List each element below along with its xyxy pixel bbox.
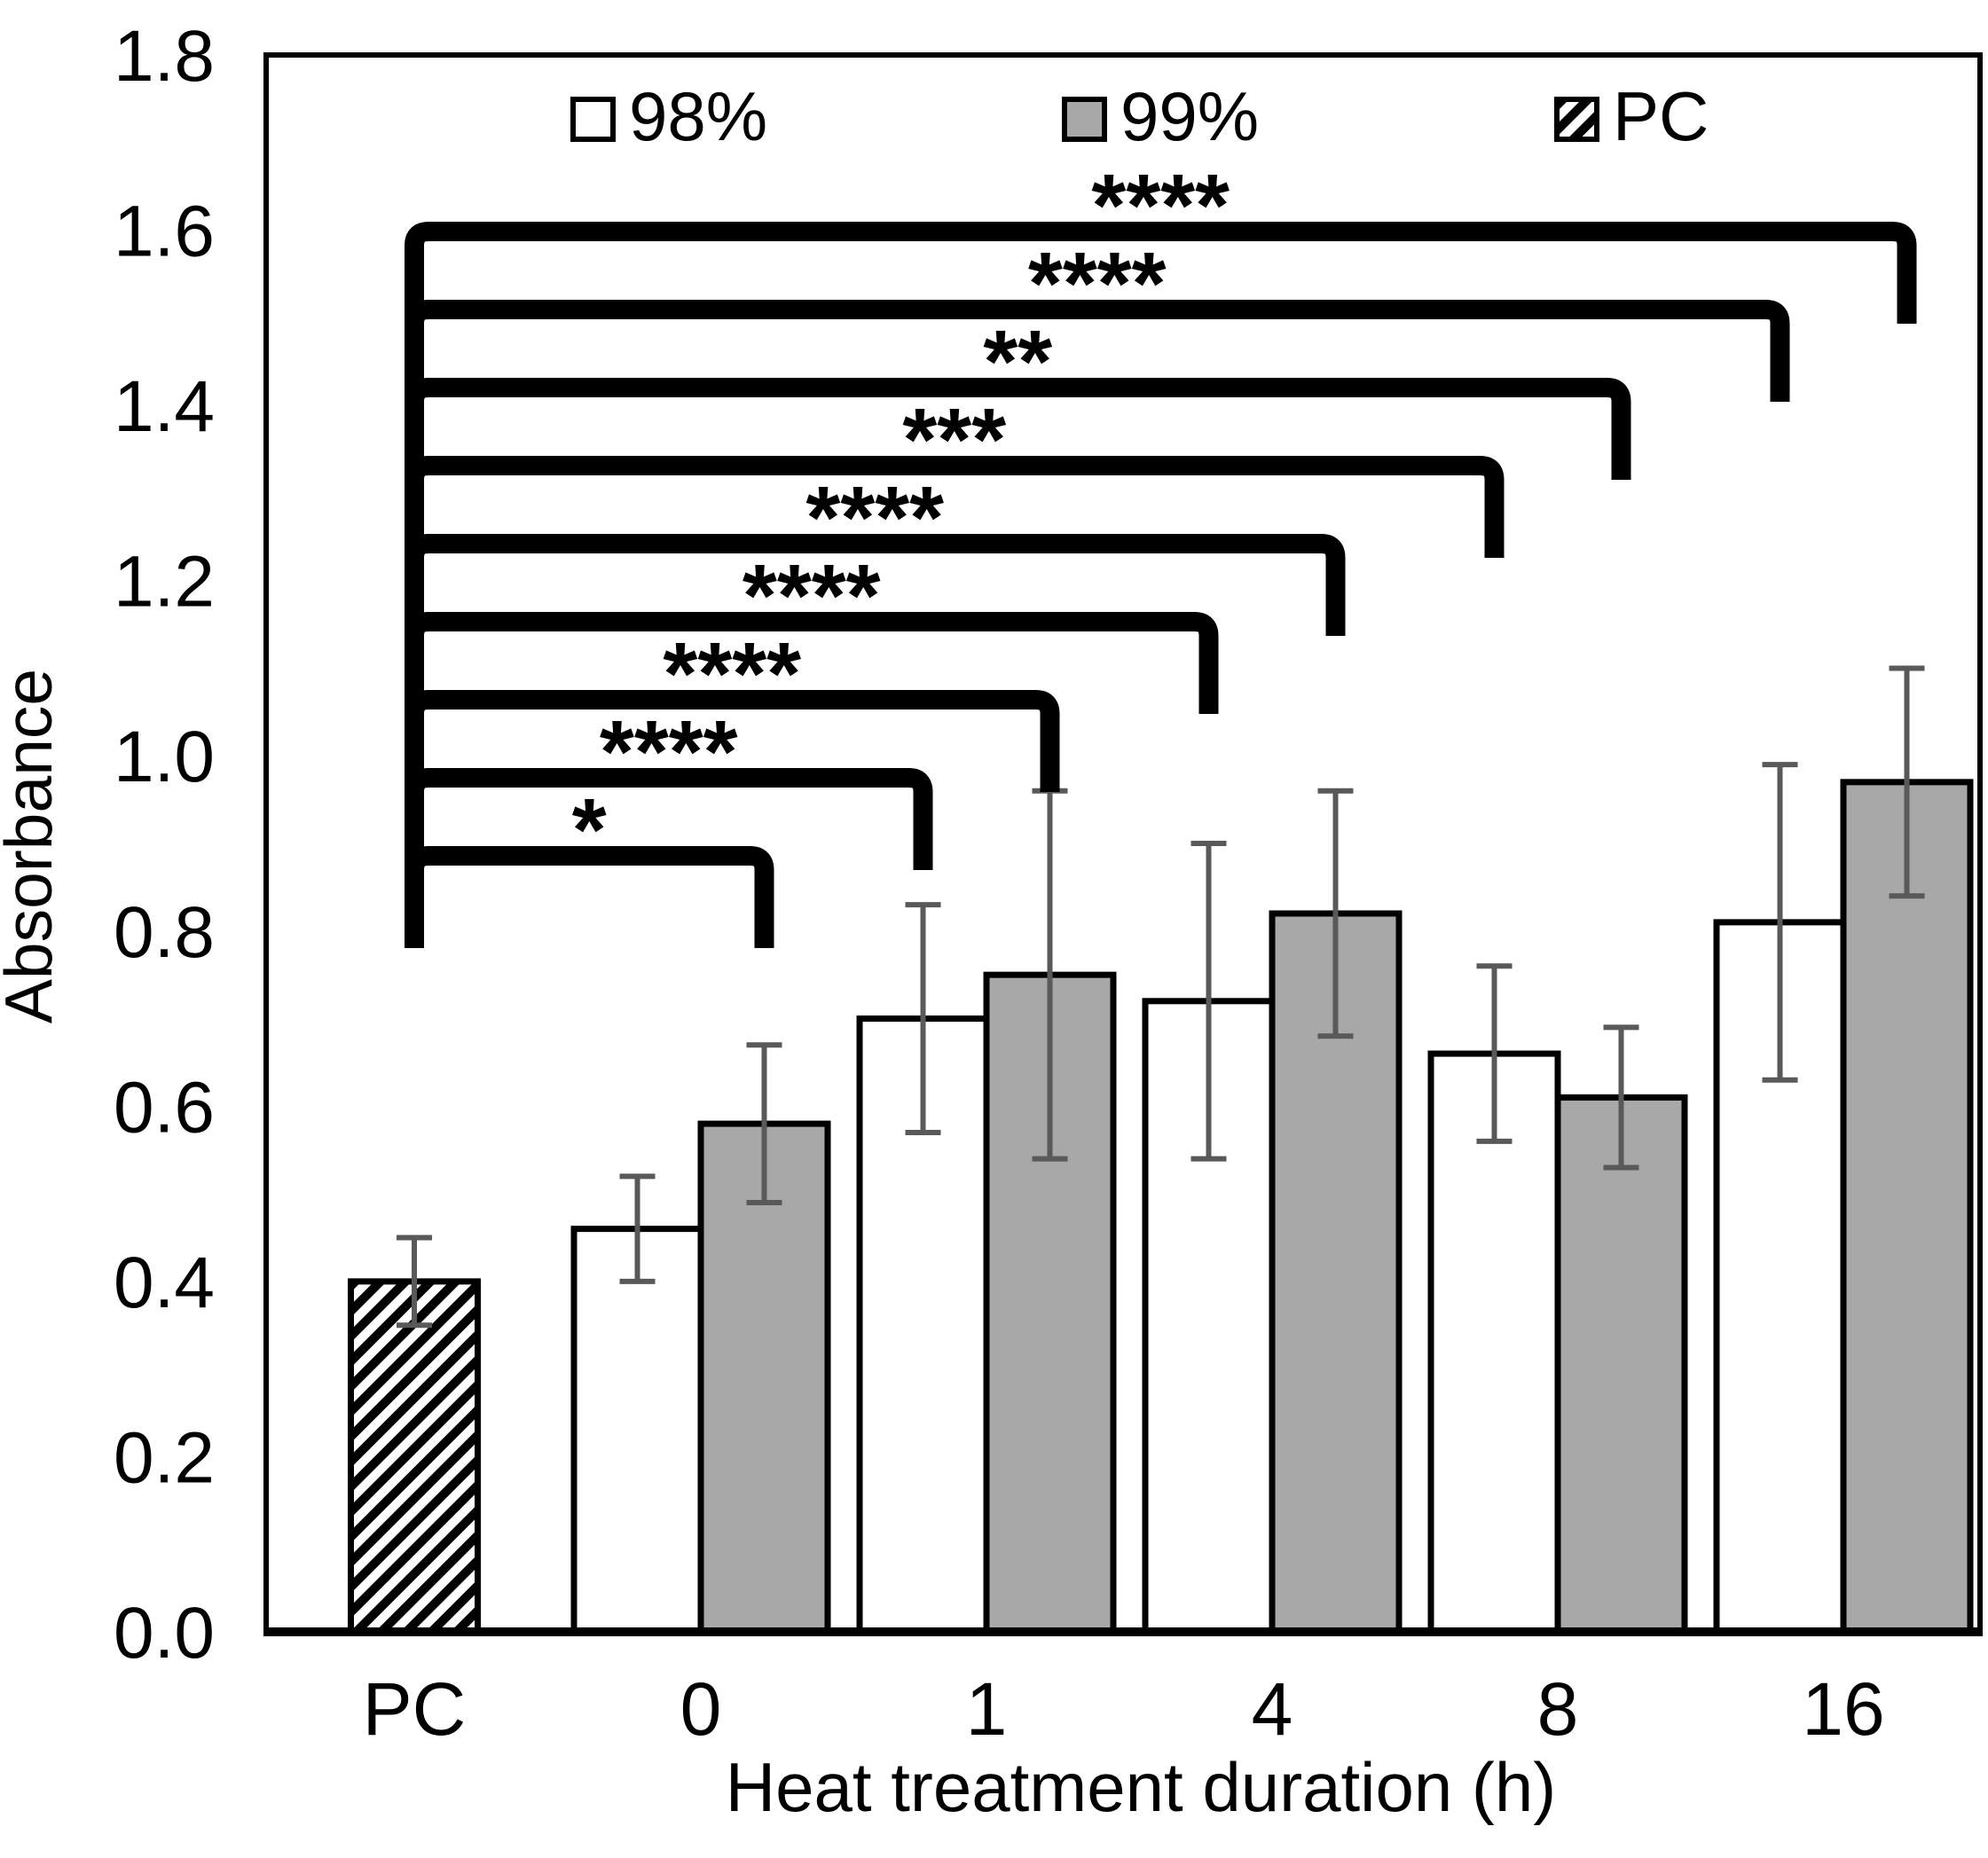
legend-swatch-PC — [1554, 97, 1599, 142]
error-bar-8-98pct — [1476, 963, 1513, 1144]
legend-swatch-99pct — [1062, 97, 1107, 142]
y-tick-label-1.2: 1.2 — [114, 542, 215, 623]
bar-PC-PC — [348, 1278, 481, 1635]
sig-bracket-PC-16-98pct — [405, 300, 1790, 402]
sig-bracket-PC-1-99pct — [405, 690, 1060, 792]
sig-stars-PC-4-98pct: **** — [743, 546, 881, 646]
sig-stars-PC-8-99pct: ** — [983, 312, 1052, 412]
sig-stars-PC-1-98pct: **** — [600, 702, 738, 802]
x-tick-label-4: 4 — [1252, 1667, 1293, 1751]
error-bar-PC-PC — [397, 1235, 432, 1329]
legend-label-98pct: 98% — [629, 77, 767, 155]
y-tick-label-0.8: 0.8 — [114, 892, 215, 973]
bar-16-99pct — [1840, 779, 1974, 1635]
sig-stars-PC-16-99pct: **** — [1091, 156, 1230, 255]
error-bar-4-99pct — [1317, 788, 1354, 1039]
x-tick-label-16: 16 — [1802, 1667, 1884, 1751]
sig-stars-PC-8-98pct: *** — [902, 390, 1006, 490]
bar-0-98pct — [570, 1226, 704, 1635]
sig-bracket-PC-4-99pct — [405, 534, 1346, 636]
y-tick-label-0.4: 0.4 — [114, 1243, 215, 1323]
error-bar-0-98pct — [619, 1173, 656, 1284]
sig-bracket-PC-4-98pct — [405, 612, 1219, 714]
x-tick-label-1: 1 — [966, 1667, 1008, 1751]
x-tick-label-0: 0 — [680, 1667, 722, 1751]
y-tick-label-1.8: 1.8 — [114, 16, 215, 97]
sig-bracket-PC-16-99pct — [405, 222, 1917, 324]
error-bar-4-98pct — [1190, 841, 1227, 1162]
sig-stars-PC-16-98pct: **** — [1028, 234, 1167, 333]
y-tick-label-0.2: 0.2 — [114, 1417, 215, 1498]
y-tick-label-1.0: 1.0 — [114, 717, 215, 797]
x-tick-label-8: 8 — [1537, 1667, 1579, 1751]
y-tick-label-1.4: 1.4 — [114, 366, 215, 447]
error-bar-16-98pct — [1762, 762, 1798, 1083]
error-bar-8-99pct — [1603, 1024, 1639, 1171]
x-axis-title: Heat treatment duration (h) — [726, 1748, 1556, 1826]
sig-bracket-PC-8-99pct — [405, 378, 1631, 480]
sig-stars-PC-4-99pct: **** — [805, 468, 944, 568]
error-bar-16-99pct — [1889, 665, 1925, 899]
sig-bracket-PC-0-99pct — [405, 846, 774, 948]
sig-stars-PC-1-99pct: **** — [663, 624, 801, 724]
y-tick-label-0.0: 0.0 — [114, 1593, 215, 1674]
bar-8-98pct — [1427, 1050, 1561, 1635]
y-tick-label-1.6: 1.6 — [114, 192, 215, 272]
sig-bracket-PC-8-98pct — [405, 456, 1505, 558]
legend-label-99pct: 99% — [1120, 77, 1259, 155]
sig-bracket-PC-1-98pct — [405, 768, 933, 870]
error-bar-0-99pct — [746, 1042, 782, 1205]
sig-stars-PC-0-99pct: * — [572, 780, 607, 880]
y-tick-label-0.6: 0.6 — [114, 1067, 215, 1148]
y-axis-title: Absorbance — [0, 669, 66, 1023]
error-bar-1-98pct — [905, 902, 941, 1135]
legend-label-PC: PC — [1613, 77, 1709, 155]
legend-swatch-98pct — [570, 97, 616, 142]
bar-8-99pct — [1554, 1094, 1688, 1635]
x-tick-label-PC: PC — [363, 1667, 467, 1751]
